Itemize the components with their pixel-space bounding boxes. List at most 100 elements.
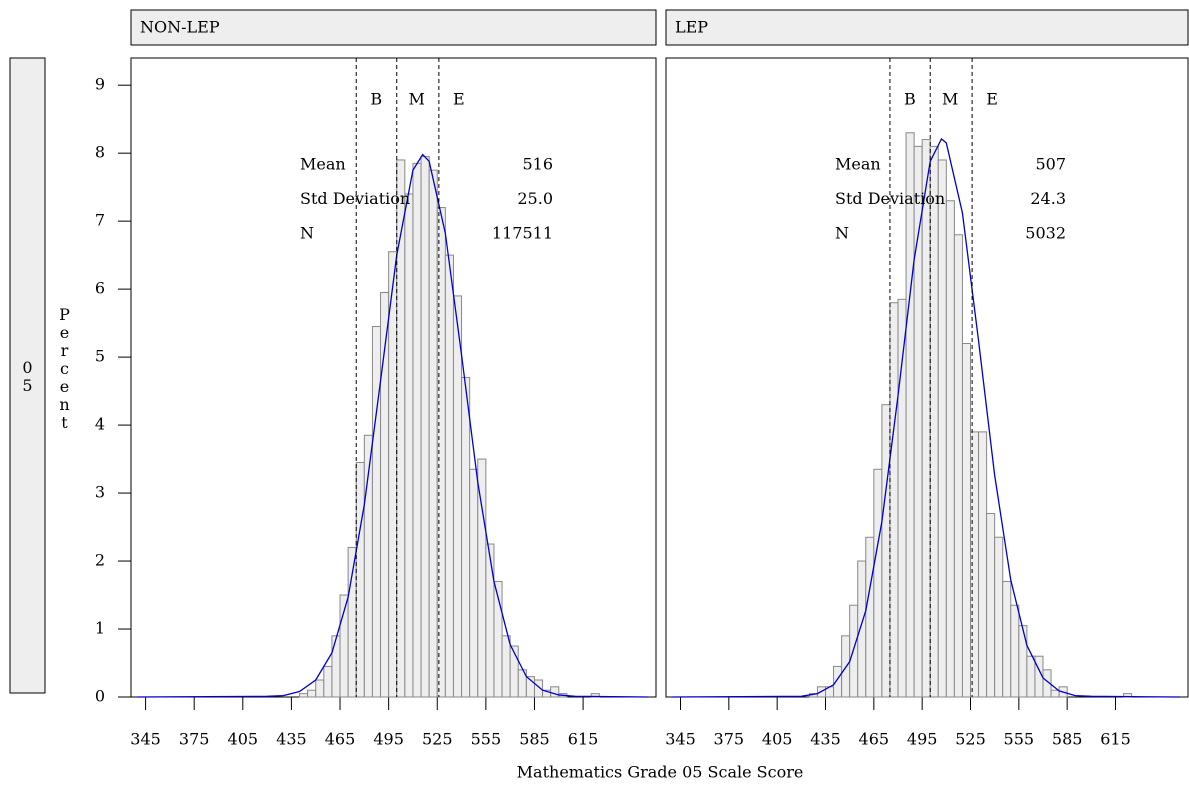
histogram-bar bbox=[1042, 669, 1052, 698]
histogram-bar bbox=[881, 404, 891, 698]
y-tick-label: 1 bbox=[95, 619, 105, 638]
x-tick-label: 465 bbox=[859, 730, 890, 749]
histogram-bar bbox=[929, 145, 939, 698]
x-tick-label: 495 bbox=[373, 730, 404, 749]
histogram-bar bbox=[477, 458, 487, 698]
x-tick-label: 585 bbox=[1052, 730, 1083, 749]
row-label: 05 bbox=[18, 358, 37, 394]
histogram-bar bbox=[833, 665, 843, 698]
stat-value: 25.0 bbox=[517, 189, 553, 208]
histogram-bar bbox=[873, 468, 883, 698]
x-tick-label: 615 bbox=[1100, 730, 1131, 749]
x-tick-label: 495 bbox=[907, 730, 938, 749]
histogram-bar bbox=[1010, 604, 1020, 698]
x-tick-label: 435 bbox=[276, 730, 307, 749]
y-tick-label: 2 bbox=[95, 551, 105, 570]
x-tick-label: 405 bbox=[228, 730, 259, 749]
y-tick-label: 3 bbox=[95, 483, 105, 502]
y-tick-label: 7 bbox=[95, 211, 105, 230]
histogram-bar bbox=[299, 693, 309, 698]
histogram-bar bbox=[469, 468, 479, 698]
x-tick-label: 585 bbox=[519, 730, 550, 749]
stat-value: 5032 bbox=[1025, 224, 1066, 243]
y-tick-label: 4 bbox=[95, 415, 105, 434]
histogram-bar bbox=[913, 145, 923, 698]
histogram-bar bbox=[865, 536, 875, 698]
y-tick-label: 5 bbox=[95, 347, 105, 366]
stat-label: N bbox=[835, 224, 849, 243]
stat-label: Std Deviation bbox=[300, 189, 410, 208]
histogram-bar bbox=[412, 162, 422, 698]
histogram-bar bbox=[452, 295, 463, 698]
histogram-bar bbox=[331, 635, 341, 698]
x-tick-label: 435 bbox=[810, 730, 841, 749]
reference-label: B bbox=[904, 90, 916, 109]
histogram-bar bbox=[396, 159, 406, 698]
row-strip bbox=[9, 57, 46, 694]
histogram-bar bbox=[961, 343, 972, 698]
histogram-bar bbox=[420, 156, 430, 698]
histogram-bar bbox=[905, 132, 915, 698]
stat-value: 507 bbox=[1035, 155, 1066, 174]
x-tick-label: 375 bbox=[714, 730, 745, 749]
reference-label: B bbox=[370, 90, 382, 109]
histogram-bar bbox=[994, 536, 1004, 698]
y-tick-label: 9 bbox=[95, 75, 105, 94]
panel-strip bbox=[665, 9, 1189, 46]
stat-value: 117511 bbox=[492, 224, 553, 243]
y-tick-label: 6 bbox=[95, 279, 105, 298]
histogram-bar bbox=[1002, 580, 1012, 698]
histogram-bar bbox=[1026, 655, 1036, 698]
stat-label: Mean bbox=[300, 155, 346, 174]
histogram-bar bbox=[307, 689, 317, 698]
histogram-bar bbox=[355, 461, 365, 698]
histogram-bar bbox=[323, 665, 333, 698]
density-curve bbox=[137, 153, 648, 698]
histogram-bar bbox=[945, 200, 955, 698]
y-tick-label: 8 bbox=[95, 143, 105, 162]
x-tick-label: 525 bbox=[955, 730, 986, 749]
x-axis-label: Mathematics Grade 05 Scale Score bbox=[517, 763, 804, 782]
histogram-bar bbox=[857, 560, 867, 698]
density-curve bbox=[672, 137, 1180, 698]
histogram-bar bbox=[1018, 625, 1028, 698]
panel-strip bbox=[130, 9, 657, 46]
histogram-bar bbox=[404, 193, 414, 698]
histogram-bar bbox=[315, 679, 325, 698]
stat-value: 24.3 bbox=[1030, 189, 1066, 208]
stat-label: Mean bbox=[835, 155, 881, 174]
histogram-bar bbox=[533, 679, 544, 698]
reference-label: E bbox=[986, 90, 998, 109]
histogram-bar bbox=[428, 169, 438, 698]
x-tick-label: 345 bbox=[130, 730, 161, 749]
x-tick-label: 375 bbox=[179, 730, 210, 749]
panel-title: NON-LEP bbox=[140, 18, 220, 37]
reference-label: M bbox=[409, 90, 425, 109]
x-tick-label: 555 bbox=[471, 730, 502, 749]
histogram-bar bbox=[550, 686, 560, 698]
histogram-bar bbox=[1050, 689, 1060, 698]
histogram-bar bbox=[921, 139, 931, 698]
stat-label: N bbox=[300, 224, 314, 243]
histogram-bar bbox=[388, 251, 398, 698]
histogram-bar bbox=[986, 512, 996, 698]
histogram-bar bbox=[849, 604, 859, 698]
y-axis-label: Percent bbox=[55, 305, 74, 431]
histogram-bar bbox=[444, 254, 454, 698]
stat-value: 516 bbox=[522, 155, 553, 174]
histogram-bar bbox=[371, 326, 382, 698]
x-tick-label: 405 bbox=[762, 730, 793, 749]
x-tick-label: 615 bbox=[568, 730, 599, 749]
histogram-bar bbox=[978, 431, 988, 698]
stat-label: Std Deviation bbox=[835, 189, 945, 208]
histogram-bar bbox=[347, 546, 357, 698]
histogram-bar bbox=[889, 302, 899, 698]
panel-title: LEP bbox=[675, 18, 708, 37]
x-tick-label: 465 bbox=[325, 730, 356, 749]
reference-label: E bbox=[453, 90, 465, 109]
reference-label: M bbox=[942, 90, 958, 109]
x-tick-label: 525 bbox=[422, 730, 453, 749]
histogram-bar bbox=[937, 159, 947, 698]
